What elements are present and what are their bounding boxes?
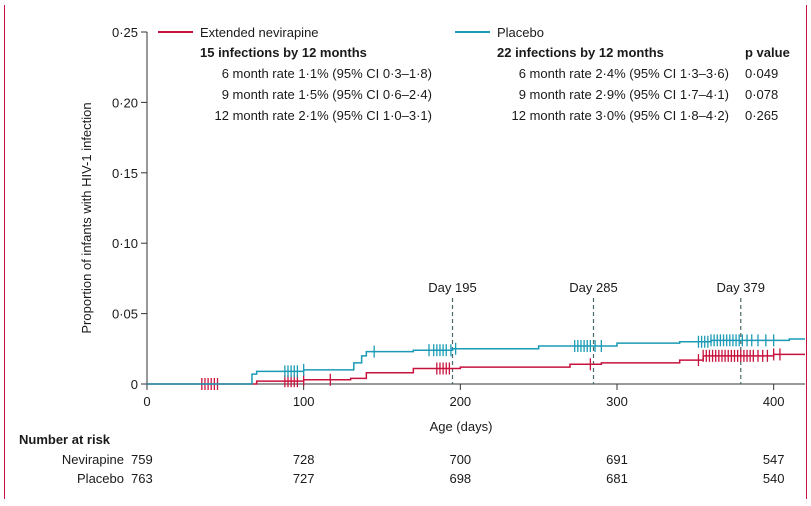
legend-rate-placebo: 9 month rate 2·9% (95% CI 1·7–4·1) bbox=[519, 87, 729, 102]
y-axis-label: Proportion of infants with HIV-1 infecti… bbox=[79, 102, 94, 333]
risk-value: 540 bbox=[763, 471, 785, 486]
legend-rate-nevirapine: 6 month rate 1·1% (95% CI 0·3–1·8) bbox=[222, 66, 432, 81]
reference-line-label: Day 195 bbox=[428, 280, 476, 295]
risk-value: 727 bbox=[293, 471, 315, 486]
risk-value: 763 bbox=[131, 471, 153, 486]
x-axis-label: Age (days) bbox=[430, 419, 493, 434]
y-tick-label: 0·15 bbox=[112, 166, 138, 181]
risk-row-label: Placebo bbox=[77, 471, 124, 486]
legend: Extended nevirapine 15 infections by 12 m… bbox=[158, 25, 790, 123]
curves bbox=[147, 334, 805, 390]
y-tick-label: 0·20 bbox=[112, 95, 138, 110]
x-tick-label: 100 bbox=[293, 394, 315, 409]
series-1 bbox=[147, 334, 805, 385]
pvalue: 0·078 bbox=[745, 87, 778, 102]
reference-line-label: Day 285 bbox=[569, 280, 617, 295]
risk-value: 728 bbox=[293, 452, 315, 467]
risk-value: 547 bbox=[763, 452, 785, 467]
y-tick-label: 0·05 bbox=[112, 307, 138, 322]
legend-rate-nevirapine: 9 month rate 1·5% (95% CI 0·6–2·4) bbox=[222, 87, 432, 102]
legend-summary-nevirapine: 15 infections by 12 months bbox=[200, 45, 367, 60]
y-tick-label: 0 bbox=[131, 377, 138, 392]
risk-value: 681 bbox=[606, 471, 628, 486]
risk-value: 691 bbox=[606, 452, 628, 467]
y-tick-label: 0·10 bbox=[112, 236, 138, 251]
reference-lines: Day 195 Day 285 Day 379 bbox=[428, 280, 765, 384]
risk-table: Number at risk Nevirapine 759 728 700 691 547 P… bbox=[19, 432, 785, 486]
x-tick-label: 300 bbox=[606, 394, 628, 409]
legend-rate-placebo: 12 month rate 3·0% (95% CI 1·8–4·2) bbox=[512, 108, 730, 123]
legend-rate-placebo: 6 month rate 2·4% (95% CI 1·3–3·6) bbox=[519, 66, 729, 81]
pvalue: 0·265 bbox=[745, 108, 778, 123]
series-line bbox=[147, 338, 805, 385]
x-tick-label: 0 bbox=[143, 394, 150, 409]
axes: 0 0·05 0·10 0·15 0·20 0·25 0 100 200 300 400 Age (d… bbox=[79, 25, 805, 434]
legend-rate-nevirapine: 12 month rate 2·1% (95% CI 1·0–3·1) bbox=[215, 108, 433, 123]
risk-value: 700 bbox=[449, 452, 471, 467]
risk-table-title: Number at risk bbox=[19, 432, 111, 447]
y-tick-label: 0·25 bbox=[112, 25, 138, 40]
risk-value: 698 bbox=[449, 471, 471, 486]
legend-summary-placebo: 22 infections by 12 months bbox=[497, 45, 664, 60]
x-tick-label: 400 bbox=[763, 394, 785, 409]
risk-value: 759 bbox=[131, 452, 153, 467]
legend-name-placebo: Placebo bbox=[497, 25, 544, 40]
legend-name-nevirapine: Extended nevirapine bbox=[200, 25, 319, 40]
figure-frame bbox=[4, 5, 807, 499]
pvalue-header: p value bbox=[745, 45, 790, 60]
risk-row-label: Nevirapine bbox=[62, 452, 124, 467]
x-tick-label: 200 bbox=[449, 394, 471, 409]
pvalue: 0·049 bbox=[745, 66, 778, 81]
reference-line-label: Day 379 bbox=[717, 280, 765, 295]
